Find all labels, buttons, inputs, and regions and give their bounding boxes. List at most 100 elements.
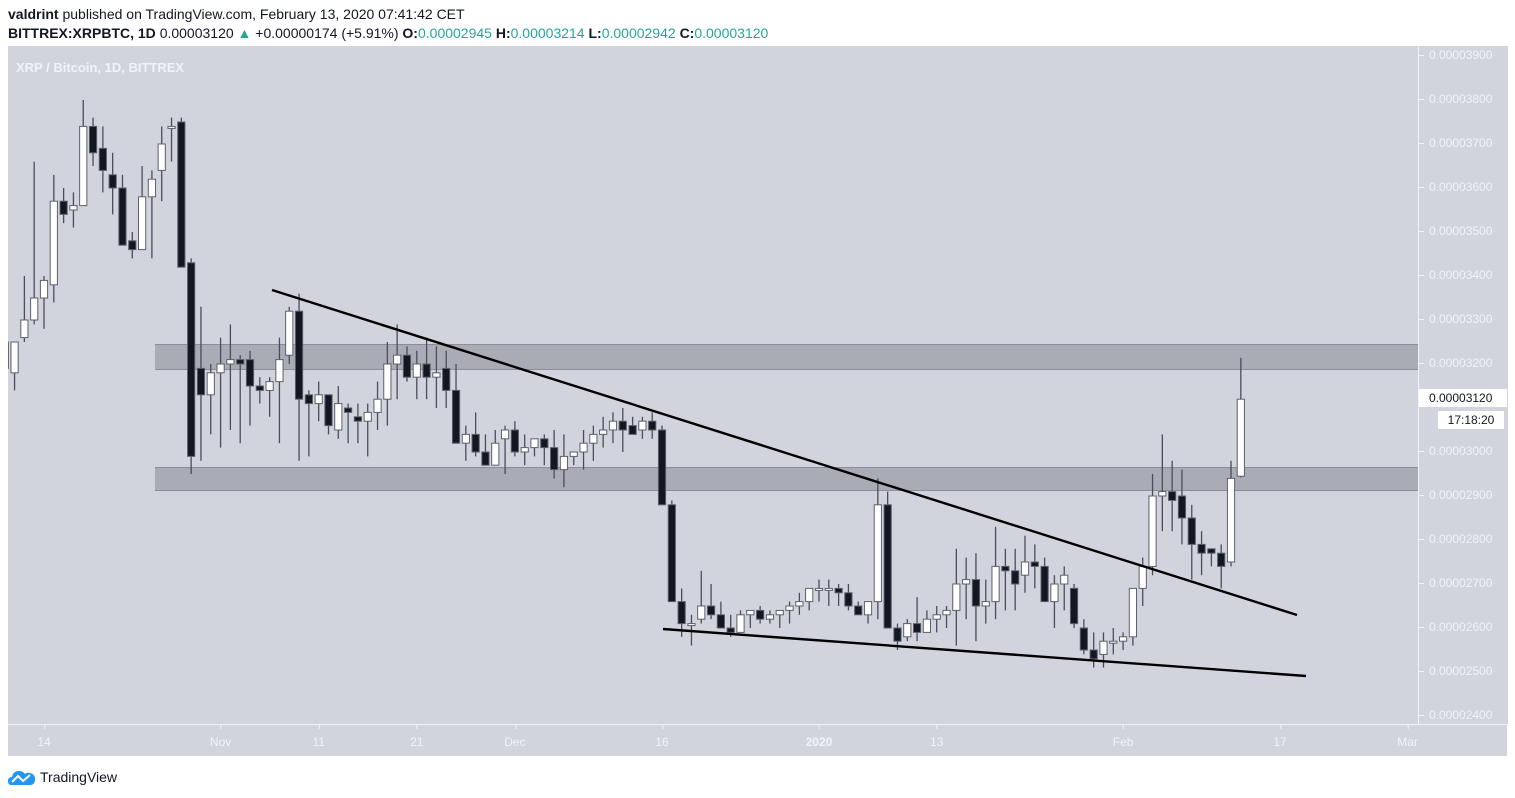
candle <box>510 421 519 457</box>
candle <box>736 610 745 633</box>
candle <box>1060 566 1069 611</box>
candle <box>962 557 971 620</box>
candle <box>1109 628 1118 655</box>
author-name[interactable]: valdrint <box>8 6 59 22</box>
price-tick-label: 0.00003500 <box>1418 224 1493 238</box>
candle <box>706 584 716 620</box>
candle <box>697 570 706 624</box>
candle <box>412 350 421 400</box>
candle <box>648 412 657 439</box>
candle <box>1079 619 1088 655</box>
price-axis[interactable]: 0.00003900 0.00003800 0.00003700 0.00003600… <box>1418 46 1508 724</box>
candle <box>1050 575 1059 628</box>
candle <box>530 438 539 457</box>
candle <box>344 403 353 444</box>
candle <box>245 350 255 426</box>
candle <box>854 601 863 616</box>
close-value: 0.00003120 <box>694 25 769 41</box>
candle <box>863 601 873 624</box>
time-tick-label: 14 <box>37 725 51 749</box>
tradingview-brand[interactable]: TradingView <box>8 768 117 786</box>
candle <box>550 430 559 479</box>
candle <box>814 579 824 602</box>
price-tick-label: 0.00003900 <box>1418 48 1493 62</box>
candle <box>1020 535 1030 593</box>
candle <box>128 232 137 259</box>
candle <box>167 117 176 162</box>
time-tick-label: Mar <box>1397 725 1418 749</box>
candle <box>834 584 843 606</box>
support-resistance-zone[interactable] <box>155 467 1418 492</box>
candle <box>540 434 549 466</box>
trendline[interactable] <box>662 627 1307 678</box>
candle <box>236 355 245 444</box>
symbol-label: BITTREX:XRPBTC, 1D <box>8 25 156 41</box>
published-text: published on TradingView.com, February 1… <box>62 6 465 22</box>
candle <box>756 606 765 624</box>
price-tick-label: 0.00002800 <box>1418 532 1493 546</box>
price-tick-label: 0.00003200 <box>1418 356 1493 370</box>
candle <box>579 430 588 470</box>
time-tick-label: 21 <box>410 725 424 749</box>
price-tick-label: 0.00003600 <box>1418 180 1493 194</box>
high-value: 0.00003214 <box>510 25 585 41</box>
time-tick-label: 11 <box>312 725 325 749</box>
time-axis[interactable]: 14 Nov 11 21 Dec 16 2020 13 Feb 17 Mar <box>8 724 1507 756</box>
candle <box>1168 460 1177 532</box>
candle <box>667 500 676 603</box>
candle <box>108 152 117 215</box>
candle <box>59 188 68 224</box>
candle <box>785 601 794 624</box>
chart-pane[interactable]: XRP / Bitcoin, 1D, BITTREX <box>8 46 1418 724</box>
candle <box>500 425 510 474</box>
candle <box>589 425 598 461</box>
candle <box>187 258 196 474</box>
price-tick-label: 0.00002900 <box>1418 488 1493 502</box>
candle <box>599 416 608 448</box>
bar-countdown-tag: 17:18:20 <box>1438 411 1504 429</box>
candle <box>1217 544 1226 589</box>
candle <box>402 346 412 382</box>
time-tick-label: Nov <box>209 725 232 749</box>
symbol-ohlc-bar: BITTREX:XRPBTC, 1D 0.00003120 ▲ +0.00000… <box>8 25 768 41</box>
candle <box>746 609 755 628</box>
trendline[interactable] <box>271 288 1298 617</box>
candle <box>393 324 402 400</box>
candle <box>314 381 323 422</box>
candle <box>1226 460 1236 567</box>
candle <box>334 386 343 439</box>
candle <box>1011 548 1020 611</box>
candle <box>39 276 49 329</box>
price-tick-label: 0.00002400 <box>1418 708 1493 722</box>
candle <box>138 166 147 251</box>
candle <box>324 394 333 435</box>
high-label: H: <box>495 25 511 41</box>
price-tick-label: 0.00002500 <box>1418 664 1493 678</box>
candle <box>805 587 814 611</box>
candle <box>206 364 215 435</box>
tradingview-logo-icon <box>8 771 35 785</box>
time-tick-label: 2020 <box>805 725 833 749</box>
candle <box>981 579 990 624</box>
candle <box>491 430 500 466</box>
candle <box>275 337 284 444</box>
support-resistance-zone[interactable] <box>155 344 1418 371</box>
last-price: 0.00003120 <box>159 25 234 41</box>
candle <box>1089 632 1098 668</box>
candle <box>922 610 931 633</box>
time-tick-label: 17 <box>1273 725 1287 749</box>
candle <box>1236 357 1245 478</box>
candle <box>1148 474 1157 576</box>
price-tick-label: 0.00003400 <box>1418 268 1493 282</box>
candle <box>373 381 382 430</box>
up-arrow-icon: ▲ <box>237 25 252 41</box>
open-label: O: <box>402 25 418 41</box>
price-tick-label: 0.00002600 <box>1418 620 1493 634</box>
candle <box>304 390 313 457</box>
candle <box>618 408 627 452</box>
candle <box>177 117 186 268</box>
candle <box>1177 469 1187 545</box>
candle <box>147 170 157 259</box>
candle <box>569 451 578 466</box>
candle <box>657 425 667 506</box>
